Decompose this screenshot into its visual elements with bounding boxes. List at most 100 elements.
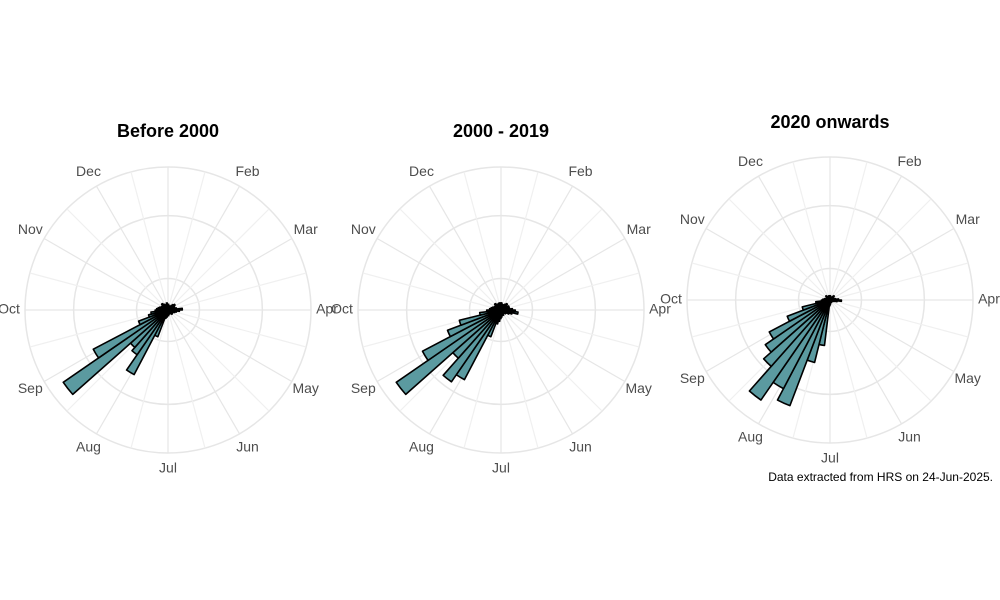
month-label: May: [625, 380, 651, 396]
bar: [395, 309, 502, 396]
month-label: Jun: [898, 428, 921, 444]
bar: [166, 304, 169, 311]
grid-spoke: [691, 262, 831, 301]
grid-spoke: [167, 309, 206, 449]
chart-title: Before 2000: [117, 121, 219, 141]
footnote: Data extracted from HRS on 24-Jun-2025.: [768, 470, 993, 484]
grid-spoke: [500, 309, 640, 348]
month-label: May: [954, 370, 980, 386]
grid-spoke: [167, 309, 241, 435]
grid-spoke: [428, 185, 502, 311]
grid-spoke: [500, 309, 574, 435]
grid-spoke: [757, 175, 831, 301]
grid-spoke: [728, 198, 831, 301]
chart-title: 2000 - 2019: [453, 121, 549, 141]
bar: [764, 299, 831, 353]
grid-spoke: [500, 272, 640, 311]
grid-spoke: [829, 198, 932, 301]
month-label: Feb: [897, 153, 921, 169]
bar: [446, 309, 502, 338]
month-label: Sep: [351, 380, 376, 396]
month-label: Apr: [316, 301, 338, 317]
grid-spoke: [167, 309, 293, 383]
grid-spoke: [829, 299, 955, 373]
grid-spoke: [29, 309, 169, 348]
month-label: Jul: [821, 450, 839, 466]
bar: [748, 299, 831, 401]
grid-spoke: [167, 309, 270, 412]
month-label: Sep: [680, 370, 705, 386]
grid-spoke: [500, 309, 539, 449]
month-label: Sep: [18, 380, 43, 396]
month-label: Dec: [76, 163, 101, 179]
month-label: Jul: [159, 460, 177, 476]
bar: [768, 299, 831, 340]
grid-spoke: [500, 237, 626, 311]
bar: [786, 299, 831, 323]
bar: [137, 309, 169, 326]
grid-spoke: [95, 185, 169, 311]
grid-spoke: [167, 208, 270, 311]
month-label: Mar: [956, 211, 980, 227]
grid-spoke: [29, 272, 169, 311]
month-label: Nov: [18, 221, 43, 237]
grid-spoke: [705, 227, 831, 301]
month-label: Feb: [235, 163, 259, 179]
grid-spoke: [362, 272, 502, 311]
grid-spoke: [399, 208, 502, 311]
month-label: Apr: [649, 301, 671, 317]
grid-spoke: [829, 175, 903, 301]
grid-spoke: [167, 272, 307, 311]
grid-spoke: [463, 171, 502, 311]
grid-spoke: [500, 185, 574, 311]
month-label: Nov: [351, 221, 376, 237]
bar: [421, 309, 502, 362]
month-label: Apr: [978, 291, 1000, 307]
month-label: Mar: [294, 221, 318, 237]
month-label: Oct: [0, 301, 20, 317]
grid-spoke: [66, 208, 169, 311]
bar: [762, 299, 831, 368]
bar: [442, 309, 502, 383]
grid-spoke: [167, 237, 293, 311]
month-label: Dec: [738, 153, 763, 169]
grid-spoke: [829, 299, 903, 425]
grid-spoke: [829, 299, 932, 402]
grid-spoke: [376, 237, 502, 311]
month-label: May: [292, 380, 318, 396]
grid-spoke: [167, 309, 307, 348]
month-label: Oct: [331, 301, 353, 317]
grid-spoke: [500, 309, 626, 383]
grid-spoke: [500, 171, 539, 311]
month-label: Jun: [569, 438, 592, 454]
month-label: Oct: [660, 291, 682, 307]
grid-spoke: [829, 299, 868, 439]
grid-spoke: [167, 171, 206, 311]
month-label: Feb: [568, 163, 592, 179]
grid-spoke: [500, 208, 603, 311]
grid-spoke: [829, 262, 969, 301]
bar: [458, 309, 502, 327]
month-label: Aug: [76, 438, 101, 454]
month-label: Jun: [236, 438, 259, 454]
month-label: Mar: [627, 221, 651, 237]
bar: [499, 303, 502, 311]
grid-spoke: [167, 185, 241, 311]
month-label: Aug: [738, 428, 763, 444]
month-label: Aug: [409, 438, 434, 454]
grid-spoke: [500, 309, 603, 412]
grid-spoke: [829, 161, 868, 301]
bar: [62, 309, 169, 396]
grid-spoke: [829, 299, 969, 338]
month-label: Nov: [680, 211, 705, 227]
bar: [92, 309, 169, 359]
bar: [801, 299, 831, 311]
grid-spoke: [43, 237, 169, 311]
grid-spoke: [829, 227, 955, 301]
grid-spoke: [130, 171, 169, 311]
grid-spoke: [130, 309, 169, 449]
month-label: Jul: [492, 460, 510, 476]
month-label: Dec: [409, 163, 434, 179]
grid-spoke: [463, 309, 502, 449]
